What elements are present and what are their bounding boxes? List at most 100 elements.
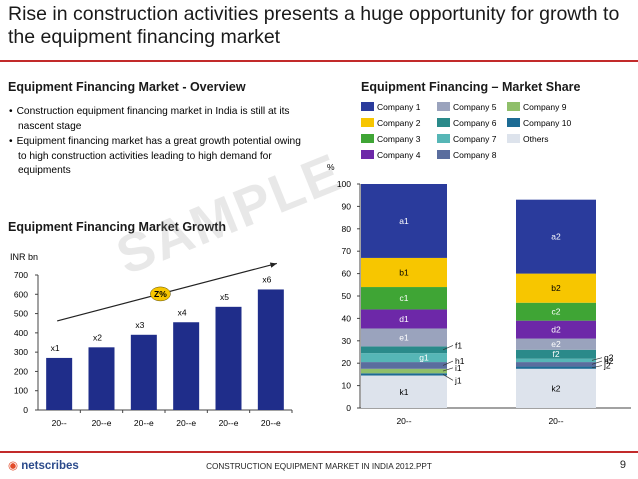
legend-swatch [361, 134, 374, 143]
legend-label: Company 1 [377, 102, 421, 112]
stacked-segment [361, 287, 447, 310]
stacked-segment [516, 302, 596, 321]
y-tick-label: 100 [337, 179, 351, 189]
x-tick-label: 20--e [261, 418, 281, 428]
segment-label: d1 [399, 314, 409, 324]
segment-label: g2 [604, 353, 614, 363]
segment-label: a2 [551, 232, 561, 242]
y-axis-unit: % [327, 162, 335, 172]
overview-heading: Equipment Financing Market - Overview [8, 80, 246, 94]
logo-mark-icon: ◉ [8, 460, 19, 472]
segment-label: e2 [551, 339, 561, 349]
legend-swatch [437, 134, 450, 143]
legend-swatch [507, 134, 520, 143]
footer-text: CONSTRUCTION EQUIPMENT MARKET IN INDIA 2… [206, 462, 432, 471]
growth-bar [46, 357, 73, 410]
segment-label: c2 [552, 307, 561, 317]
x-tick-label: 20--e [134, 418, 154, 428]
bar-data-label: x4 [178, 307, 187, 317]
legend-swatch [361, 102, 374, 111]
stacked-segment [516, 358, 596, 363]
legend-label: Company 5 [453, 102, 497, 112]
segment-leader-line [442, 367, 454, 372]
segment-label: b2 [551, 283, 561, 293]
bar-data-label: x6 [262, 274, 271, 284]
segment-leader-line [591, 357, 603, 361]
legend-label: Company 10 [523, 118, 571, 128]
stacked-segment [361, 309, 447, 329]
stacked-segment [361, 362, 447, 369]
growth-chart-title: Equipment Financing Market Growth [8, 220, 227, 234]
stacked-segment [516, 362, 596, 367]
y-tick-label: 700 [14, 270, 28, 280]
footer-divider [0, 451, 638, 453]
legend-label: Company 4 [377, 150, 421, 160]
y-tick-label: 500 [14, 309, 28, 319]
stacked-segment [516, 338, 596, 350]
legend-swatch [361, 118, 374, 127]
segment-label: k2 [552, 383, 561, 393]
page-number: 9 [619, 459, 626, 471]
segment-label: j1 [454, 375, 462, 385]
legend-label: Company 9 [523, 102, 567, 112]
stacked-segment [516, 366, 596, 369]
bar-data-label: x2 [93, 332, 102, 342]
legend-swatch [437, 118, 450, 127]
stacked-segment [361, 328, 447, 347]
segment-label: i1 [455, 363, 462, 373]
bar-data-label: x5 [220, 292, 229, 302]
segment-label: d2 [551, 325, 561, 335]
y-tick-label: 70 [342, 246, 352, 256]
segment-leader-line [442, 345, 454, 351]
segment-label: c1 [400, 293, 409, 303]
y-tick-label: 40 [342, 313, 352, 323]
x-tick-label: 20-- [52, 418, 67, 428]
growth-bar [173, 322, 200, 410]
stacked-segment [516, 273, 596, 303]
segment-leader-line [442, 374, 454, 381]
stacked-segment [361, 375, 447, 408]
stacked-segment [361, 373, 447, 376]
y-tick-label: 20 [342, 358, 352, 368]
y-tick-label: 10 [342, 381, 352, 391]
y-tick-label: 50 [342, 291, 352, 301]
stacked-segment [361, 346, 447, 354]
y-tick-label: 200 [14, 366, 28, 376]
y-tick-label: 60 [342, 269, 352, 279]
stacked-segment [361, 368, 447, 374]
x-tick-label: 20--e [219, 418, 239, 428]
y-tick-label: 300 [14, 347, 28, 357]
segment-label: a1 [399, 216, 409, 226]
y-tick-label: 400 [14, 328, 28, 338]
segment-label: j2 [603, 361, 611, 371]
y-tick-label: 30 [342, 336, 352, 346]
x-tick-label: 20-- [548, 416, 563, 426]
bullet-item: Equipment financing market has a great g… [8, 135, 308, 179]
share-chart-title: Equipment Financing – Market Share [361, 80, 581, 94]
segment-label: h1 [455, 356, 465, 366]
title-divider [0, 60, 638, 62]
legend-swatch [437, 102, 450, 111]
segment-leader-line [442, 360, 454, 366]
legend-label: Others [523, 134, 549, 144]
segment-leader-line [591, 365, 603, 369]
legend-label: Company 6 [453, 118, 497, 128]
y-tick-label: 0 [346, 403, 351, 413]
growth-rate-bubble [150, 286, 171, 302]
stacked-segment [516, 349, 596, 359]
stacked-segment [361, 184, 447, 258]
bar-data-label: x3 [135, 320, 144, 330]
x-tick-label: 20-- [396, 416, 411, 426]
legend-swatch [437, 150, 450, 159]
growth-bar [215, 306, 242, 410]
brand-logo: ◉ netscribes [8, 458, 79, 472]
y-tick-label: 600 [14, 289, 28, 299]
segment-label: g1 [419, 353, 429, 363]
growth-bar [88, 347, 115, 410]
market-share-stacked-chart: Company 1 Company 5 Company 9 Company 2 Comp… [327, 102, 631, 426]
stacked-segment [361, 257, 447, 288]
y-tick-label: 90 [342, 201, 352, 211]
growth-bar [257, 289, 284, 410]
trend-arrow-head [269, 262, 277, 268]
brand-name: netscribes [21, 460, 79, 472]
